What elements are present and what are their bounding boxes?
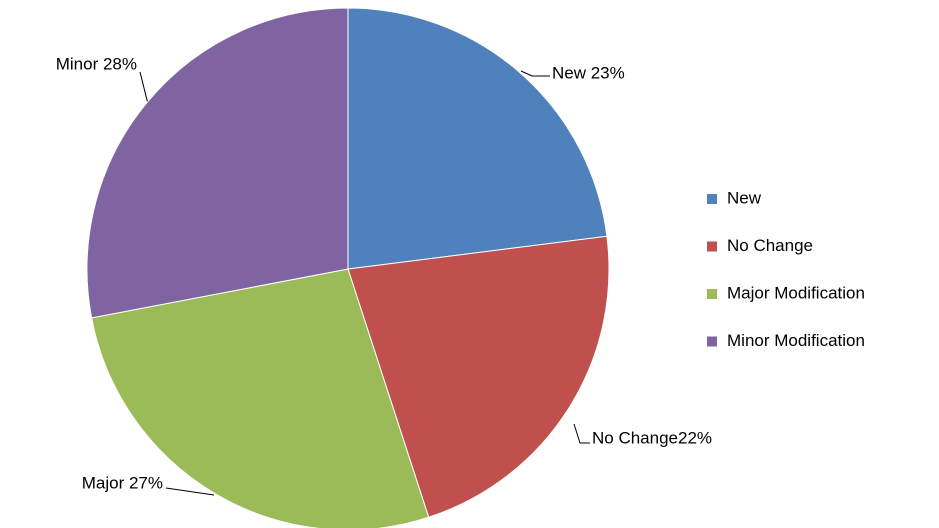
- leader-line: [520, 70, 550, 77]
- leader-lines: [139, 70, 590, 496]
- pie-slice: [347, 7, 608, 270]
- legend-label: Major Modification: [727, 283, 865, 302]
- legend-swatch: [707, 289, 717, 299]
- data-label: Major 27%: [82, 473, 163, 492]
- leader-line: [139, 71, 149, 105]
- pie-slice: [86, 7, 349, 319]
- pie-slice: [347, 235, 610, 518]
- legend-swatch: [707, 336, 717, 347]
- legend-label: No Change: [727, 236, 813, 255]
- leader-line: [165, 487, 215, 496]
- legend-swatch: [707, 194, 717, 204]
- data-label: New 23%: [552, 63, 625, 82]
- legend-label: New: [727, 188, 762, 207]
- data-label: No Change22%: [592, 428, 712, 447]
- legend-swatch: [707, 241, 717, 252]
- legend-label: Minor Modification: [727, 331, 865, 350]
- leader-line: [573, 423, 590, 444]
- pie-slice: [91, 268, 430, 528]
- data-label: Minor 28%: [56, 54, 137, 73]
